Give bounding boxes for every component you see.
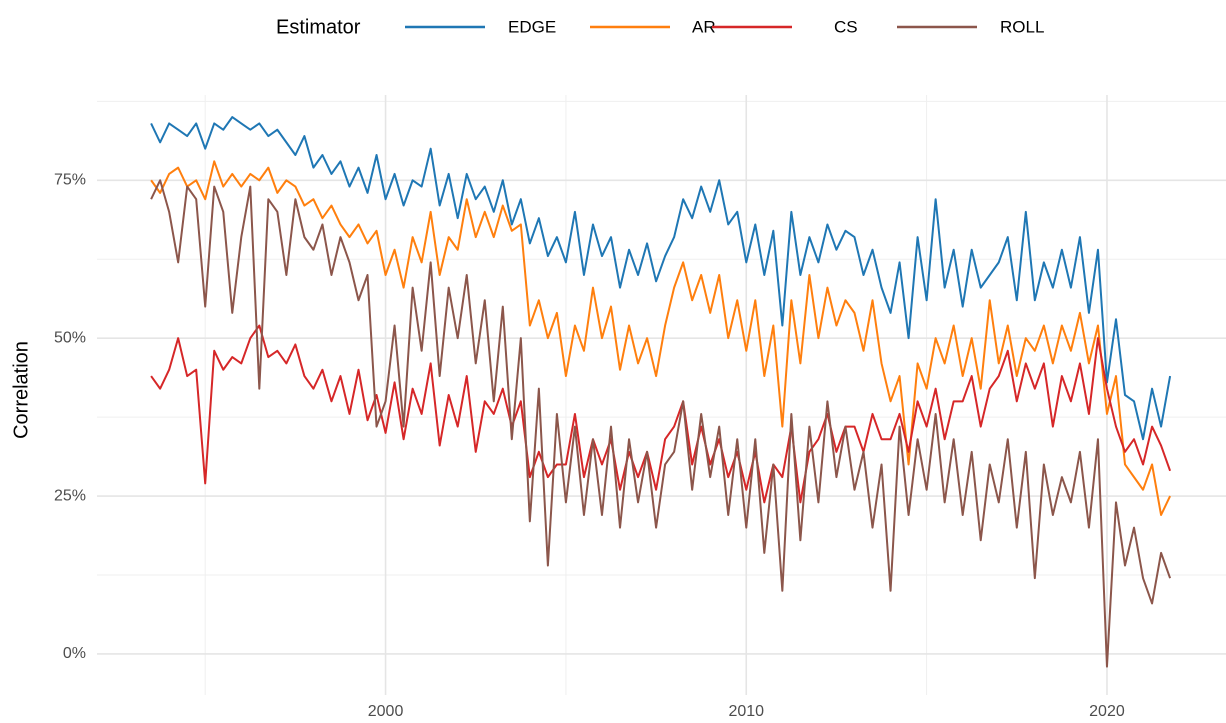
series-line: [150, 324, 1172, 504]
y-tick-label: 50%: [54, 329, 86, 346]
y-axis-label: Correlation: [10, 341, 32, 439]
legend-label: ROLL: [1000, 17, 1044, 36]
legend-label: CS: [834, 17, 858, 36]
series-line: [150, 116, 1172, 441]
y-tick-label: 75%: [54, 171, 86, 188]
x-tick-label: 2020: [1089, 703, 1125, 720]
legend-label: AR: [692, 17, 716, 36]
y-tick-label: 25%: [54, 487, 86, 504]
x-tick-label: 2010: [728, 703, 764, 720]
series-line: [150, 160, 1171, 516]
legend-title: Estimator: [276, 16, 361, 38]
legend-label: EDGE: [508, 17, 556, 36]
y-tick-label: 0%: [63, 645, 86, 662]
x-tick-label: 2000: [368, 703, 404, 720]
series-line: [150, 179, 1172, 668]
